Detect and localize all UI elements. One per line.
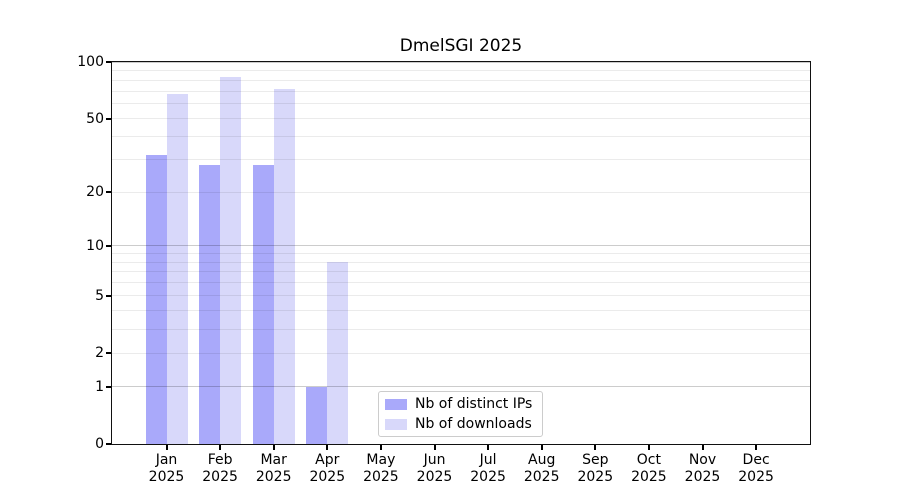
major-gridline-100 [112, 61, 810, 63]
y-tick-label-100: 100 [77, 54, 104, 70]
y-tick-label-1: 1 [95, 378, 104, 395]
bar-downloads-apr [327, 262, 349, 444]
bar-downloads-mar [273, 88, 295, 444]
x-tick-label-dec: Dec 2025 [738, 452, 774, 485]
y-tick-0 [106, 443, 111, 445]
bar-distinct-ips-feb [199, 165, 221, 444]
minor-gridline-80 [112, 79, 810, 81]
x-tick-jul [487, 445, 490, 450]
x-tick-label-oct: Oct 2025 [631, 452, 667, 485]
x-tick-label-nov: Nov 2025 [684, 452, 721, 485]
minor-gridline-9 [112, 252, 810, 254]
minor-gridline-60 [112, 103, 810, 105]
minor-gridline-8 [112, 261, 810, 263]
x-tick-mar [272, 445, 275, 450]
minor-gridline-50 [112, 118, 810, 120]
x-tick-label-jan: Jan 2025 [148, 452, 185, 485]
x-tick-nov [701, 445, 704, 450]
x-tick-label-sep: Sep 2025 [577, 452, 614, 485]
legend-swatch-distinct-ips [385, 398, 407, 410]
minor-gridline-6 [112, 282, 810, 284]
y-tick-5 [106, 294, 111, 297]
x-tick-may [379, 445, 382, 450]
legend-row-downloads: Nb of downloads [385, 415, 534, 433]
bar-downloads-jan [166, 93, 188, 444]
minor-gridline-30 [112, 159, 810, 161]
x-tick-label-jun: Jun 2025 [416, 452, 453, 485]
y-tick-label-5: 5 [95, 287, 104, 304]
minor-gridline-2 [112, 352, 810, 354]
y-tick-label-2: 2 [95, 345, 104, 362]
minor-gridline-20 [112, 191, 810, 193]
y-tick-50 [106, 117, 111, 120]
plot-area [111, 61, 811, 445]
x-tick-sep [594, 445, 597, 450]
x-tick-label-feb: Feb 2025 [202, 452, 238, 485]
minor-gridline-5 [112, 295, 810, 297]
x-tick-label-apr: Apr 2025 [309, 452, 346, 485]
major-gridline-10 [112, 245, 810, 247]
bar-distinct-ips-jan [145, 154, 167, 444]
bar-distinct-ips-apr [306, 386, 328, 444]
y-tick-label-50: 50 [86, 110, 104, 127]
minor-gridline-4 [112, 310, 810, 312]
y-tick-100 [106, 61, 111, 63]
bar-downloads-feb [220, 77, 242, 444]
x-tick-label-jul: Jul 2025 [470, 452, 506, 485]
y-tick-1 [106, 385, 111, 388]
y-tick-label-10: 10 [86, 237, 104, 254]
x-tick-label-aug: Aug 2025 [523, 452, 560, 485]
y-tick-10 [106, 244, 111, 247]
legend-label-downloads: Nb of downloads [415, 416, 532, 432]
y-tick-2 [106, 352, 111, 355]
x-tick-aug [540, 445, 543, 450]
minor-gridline-40 [112, 136, 810, 138]
legend-swatch-downloads [385, 418, 407, 430]
x-tick-dec [755, 445, 758, 450]
y-tick-label-0: 0 [95, 436, 104, 452]
minor-gridline-7 [112, 271, 810, 273]
legend: Nb of distinct IPs Nb of downloads [378, 391, 543, 437]
x-tick-label-mar: Mar 2025 [255, 452, 292, 485]
minor-gridline-3 [112, 328, 810, 330]
x-tick-feb [219, 445, 222, 450]
legend-label-distinct-ips: Nb of distinct IPs [415, 396, 533, 412]
x-tick-apr [326, 445, 329, 450]
bar-distinct-ips-mar [252, 165, 274, 444]
y-tick-20 [106, 191, 111, 193]
x-tick-jun [433, 445, 436, 450]
minor-gridline-90 [112, 70, 810, 72]
legend-row-distinct-ips: Nb of distinct IPs [385, 395, 534, 413]
x-tick-oct [647, 445, 650, 450]
chart-title: DmelSGI 2025 [399, 36, 523, 56]
major-gridline-1 [112, 386, 810, 388]
x-tick-jan [165, 445, 168, 450]
y-tick-label-20: 20 [86, 184, 104, 200]
minor-gridline-70 [112, 90, 810, 92]
x-tick-label-may: May 2025 [363, 452, 399, 485]
